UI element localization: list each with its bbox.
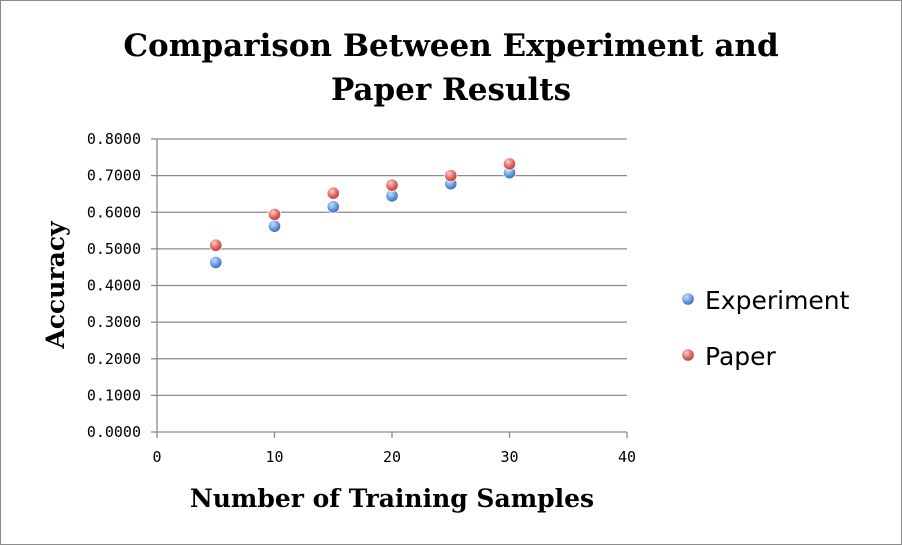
data-point-paper: [267, 207, 282, 222]
data-point-paper: [502, 157, 517, 171]
data-point-paper: [209, 238, 223, 252]
y-tick-label: 0.7000: [87, 167, 141, 185]
data-point-paper: [385, 178, 399, 192]
y-tick-labels: 0.0000 0.1000 0.2000 0.3000 0.4000 0.5000 0.60…: [87, 130, 141, 441]
y-tick-label: 0.0000: [87, 423, 141, 441]
y-tick-label: 0.5000: [87, 240, 141, 258]
y-tick-label: 0.1000: [87, 386, 141, 404]
legend: Experiment Paper: [681, 286, 850, 371]
x-tick-label: 20: [383, 448, 401, 466]
legend-label-experiment: Experiment: [705, 286, 850, 315]
y-axis-title: Accuracy: [41, 220, 70, 350]
y-tick-label: 0.3000: [87, 313, 141, 331]
legend-marker-paper: [681, 348, 695, 362]
gridlines: [157, 138, 627, 397]
x-tick-labels: 0 10 20 30 40: [152, 448, 636, 466]
x-tick-label: 40: [618, 448, 636, 466]
data-point-experiment: [267, 219, 282, 233]
chart-title-line-2: Paper Results: [330, 72, 572, 108]
data-points: [209, 157, 517, 270]
data-point-paper: [444, 169, 458, 183]
y-tick-label: 0.8000: [87, 130, 141, 148]
axes: [151, 138, 628, 438]
y-tick-label: 0.6000: [87, 203, 141, 221]
legend-marker-experiment: [681, 292, 695, 306]
data-point-experiment: [326, 200, 340, 214]
x-tick-label: 30: [500, 448, 518, 466]
y-tick-label: 0.4000: [87, 277, 141, 295]
legend-label-paper: Paper: [705, 342, 777, 371]
chart-title: Comparison Between Experiment and Paper …: [0, 24, 902, 112]
x-tick-label: 0: [152, 448, 161, 466]
x-tick-label: 10: [265, 448, 283, 466]
data-point-paper: [326, 186, 340, 200]
chart-title-line-1: Comparison Between Experiment and: [123, 28, 779, 64]
data-point-experiment: [209, 255, 223, 270]
y-tick-label: 0.2000: [87, 350, 141, 368]
x-axis-title: Number of Training Samples: [190, 484, 594, 513]
